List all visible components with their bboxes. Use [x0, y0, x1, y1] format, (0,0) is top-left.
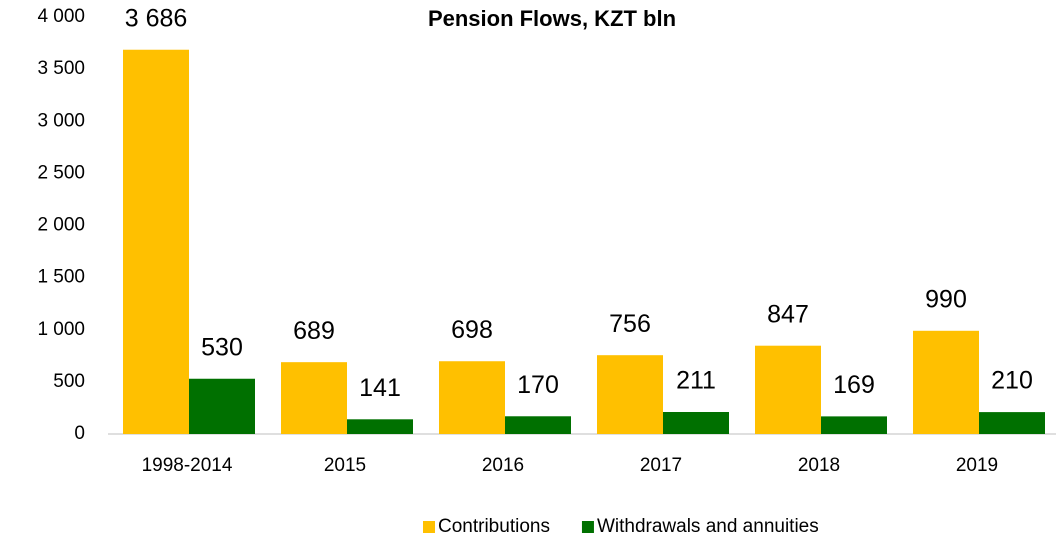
y-tick-label: 2 500	[37, 162, 85, 183]
x-tick-label: 2015	[324, 455, 366, 476]
x-tick-label: 2017	[640, 455, 682, 476]
data-label: 141	[359, 374, 401, 402]
y-tick-label: 3 000	[37, 110, 85, 131]
y-tick-label: 1 500	[37, 267, 85, 288]
data-label: 689	[293, 317, 335, 345]
y-tick-label: 0	[74, 423, 85, 444]
bar	[123, 49, 189, 435]
data-label: 170	[517, 371, 559, 399]
bar	[663, 412, 729, 434]
data-label: 210	[991, 367, 1033, 395]
y-tick-label: 1 000	[37, 319, 85, 340]
x-tick-label: 2019	[956, 455, 998, 476]
x-tick-label: 2018	[798, 455, 840, 476]
y-tick-label: 2 000	[37, 215, 85, 236]
data-label: 756	[609, 310, 651, 338]
y-tick-label: 3 500	[37, 58, 85, 79]
bar	[597, 355, 663, 434]
data-label: 847	[767, 300, 809, 328]
data-label: 530	[201, 333, 243, 361]
bar	[347, 419, 413, 434]
data-label: 698	[451, 316, 493, 344]
bar	[505, 416, 571, 434]
bar	[189, 378, 255, 434]
bar	[755, 345, 821, 434]
y-tick-label: 500	[53, 371, 85, 392]
y-tick-label: 4 000	[37, 6, 85, 27]
bar	[979, 412, 1045, 434]
bar	[281, 362, 347, 434]
chart-title: Pension Flows, KZT bln	[428, 6, 676, 31]
bar	[913, 330, 979, 434]
data-label: 211	[676, 367, 716, 395]
x-tick-label: 2016	[482, 455, 524, 476]
x-tick-label: 1998-2014	[142, 455, 233, 476]
legend-swatch	[581, 521, 594, 533]
data-label: 990	[925, 285, 967, 313]
legend-swatch	[423, 521, 435, 533]
legend-label: Contributions	[438, 516, 550, 537]
data-label: 169	[833, 371, 875, 399]
bar	[821, 416, 887, 434]
bar	[439, 361, 505, 434]
legend-label: Withdrawals and annuities	[597, 516, 819, 537]
data-label: 3 686	[125, 4, 188, 32]
